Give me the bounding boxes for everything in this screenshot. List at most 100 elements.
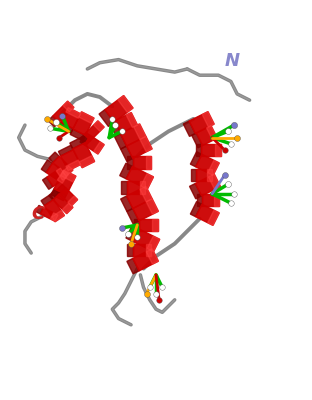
Polygon shape	[189, 112, 214, 134]
Polygon shape	[196, 204, 219, 225]
Polygon shape	[68, 196, 78, 206]
Polygon shape	[61, 108, 80, 128]
Point	[222, 147, 227, 153]
Polygon shape	[134, 219, 139, 231]
Polygon shape	[115, 134, 127, 149]
Polygon shape	[190, 202, 202, 217]
Polygon shape	[134, 124, 146, 139]
Polygon shape	[94, 142, 104, 154]
Polygon shape	[127, 244, 133, 256]
Point	[232, 190, 236, 197]
Polygon shape	[127, 156, 133, 169]
Polygon shape	[120, 124, 146, 146]
Polygon shape	[46, 163, 69, 183]
Polygon shape	[140, 136, 152, 152]
Polygon shape	[41, 160, 52, 172]
Polygon shape	[73, 112, 94, 135]
Polygon shape	[110, 121, 121, 136]
Polygon shape	[208, 210, 219, 225]
Polygon shape	[196, 169, 212, 181]
Polygon shape	[195, 174, 221, 196]
Polygon shape	[146, 199, 158, 214]
Polygon shape	[53, 156, 73, 176]
Point	[232, 122, 236, 128]
Polygon shape	[47, 168, 67, 186]
Polygon shape	[121, 196, 133, 212]
Polygon shape	[152, 219, 158, 231]
Polygon shape	[127, 136, 152, 158]
Polygon shape	[84, 121, 104, 141]
Polygon shape	[49, 190, 59, 200]
Polygon shape	[133, 249, 158, 271]
Polygon shape	[42, 177, 53, 189]
Point	[144, 290, 149, 297]
Polygon shape	[51, 213, 58, 221]
Point	[157, 297, 162, 303]
Polygon shape	[70, 129, 85, 141]
Polygon shape	[120, 163, 132, 179]
Polygon shape	[146, 156, 151, 169]
Polygon shape	[41, 194, 54, 206]
Point	[110, 116, 115, 122]
Polygon shape	[202, 194, 219, 206]
Polygon shape	[190, 152, 202, 167]
Polygon shape	[84, 136, 104, 154]
Polygon shape	[213, 194, 219, 206]
Polygon shape	[62, 203, 73, 214]
Polygon shape	[207, 126, 217, 140]
Point	[235, 134, 240, 141]
Polygon shape	[133, 244, 151, 256]
Polygon shape	[115, 112, 138, 133]
Polygon shape	[202, 144, 221, 156]
Point	[60, 112, 65, 119]
Point	[125, 231, 130, 238]
Polygon shape	[52, 210, 64, 222]
Polygon shape	[66, 160, 80, 171]
Polygon shape	[80, 134, 90, 145]
Polygon shape	[196, 144, 202, 156]
Point	[225, 128, 230, 134]
Polygon shape	[208, 174, 221, 190]
Polygon shape	[63, 101, 74, 112]
Polygon shape	[49, 152, 59, 162]
Point	[160, 284, 165, 290]
Polygon shape	[197, 194, 202, 206]
Polygon shape	[191, 169, 196, 181]
Polygon shape	[40, 208, 58, 221]
Polygon shape	[189, 184, 202, 199]
Text: C: C	[31, 205, 44, 223]
Point	[135, 234, 140, 241]
Polygon shape	[146, 249, 158, 264]
Polygon shape	[62, 166, 73, 176]
Polygon shape	[51, 189, 66, 201]
Polygon shape	[183, 121, 195, 136]
Polygon shape	[127, 181, 145, 194]
Polygon shape	[44, 200, 64, 222]
Point	[119, 225, 124, 231]
Point	[119, 128, 124, 134]
Polygon shape	[141, 174, 154, 189]
Polygon shape	[196, 154, 219, 176]
Polygon shape	[94, 121, 104, 131]
Polygon shape	[208, 160, 219, 176]
Polygon shape	[53, 194, 73, 214]
Polygon shape	[215, 144, 221, 156]
Polygon shape	[126, 166, 154, 189]
Polygon shape	[132, 229, 160, 252]
Polygon shape	[36, 205, 43, 214]
Polygon shape	[79, 112, 94, 123]
Polygon shape	[99, 110, 114, 126]
Point	[129, 240, 134, 247]
Polygon shape	[146, 244, 151, 256]
Point	[57, 134, 62, 141]
Polygon shape	[73, 143, 95, 168]
Polygon shape	[202, 112, 214, 127]
Polygon shape	[126, 112, 138, 128]
Polygon shape	[61, 150, 80, 171]
Polygon shape	[53, 101, 74, 122]
Polygon shape	[58, 145, 73, 156]
Polygon shape	[61, 170, 76, 182]
Point	[113, 122, 118, 128]
Polygon shape	[147, 236, 160, 252]
Polygon shape	[118, 96, 133, 112]
